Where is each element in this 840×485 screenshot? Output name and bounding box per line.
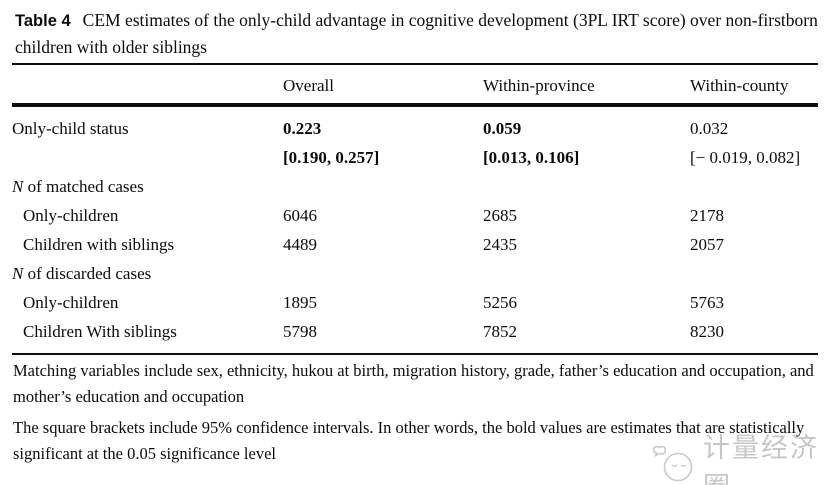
cell-value: 5256 bbox=[483, 293, 517, 312]
cell-value: [0.190, 0.257] bbox=[283, 148, 380, 167]
cell-value bbox=[283, 172, 483, 201]
table-row: N of discarded cases bbox=[12, 259, 818, 288]
table-footnotes: Matching variables include sex, ethnicit… bbox=[13, 358, 833, 472]
caption-label: Table 4 bbox=[15, 12, 71, 30]
row-label: Only-children bbox=[23, 206, 119, 225]
row-label: Children with siblings bbox=[23, 235, 175, 254]
corner-cell bbox=[12, 65, 283, 103]
column-header-overall: Overall bbox=[283, 76, 334, 95]
cell-value bbox=[483, 172, 690, 201]
cell-value: 0.223 bbox=[283, 119, 322, 138]
cell-value: 2057 bbox=[690, 235, 724, 254]
footnote-confidence-intervals: The square brackets include 95% confiden… bbox=[13, 418, 805, 463]
table-row: N of matched cases bbox=[12, 172, 818, 201]
italic-n: N bbox=[12, 177, 24, 196]
cell-value bbox=[283, 259, 483, 288]
cell-value: 0.059 bbox=[483, 119, 522, 138]
cell-value: 1895 bbox=[283, 293, 317, 312]
cell-value: 5798 bbox=[283, 322, 317, 341]
italic-n: N bbox=[12, 264, 24, 283]
footnote-matching-variables: Matching variables include sex, ethnicit… bbox=[13, 361, 814, 406]
table-row: Children with siblings 4489 2435 2057 bbox=[12, 230, 818, 259]
chat-bubble-face-logo-icon bbox=[650, 445, 698, 485]
row-label: Only-child status bbox=[12, 119, 129, 138]
watermark-text: 计量经济圈 bbox=[703, 433, 819, 485]
results-table: Overall Within-province Within-county On… bbox=[12, 63, 818, 355]
cell-value bbox=[690, 259, 818, 288]
table-row: [0.190, 0.257] [0.013, 0.106] [− 0.019, … bbox=[12, 143, 818, 172]
table-header-row: Overall Within-province Within-county bbox=[12, 65, 818, 103]
cell-value bbox=[483, 259, 690, 288]
table-rule-thick bbox=[12, 103, 818, 107]
table-row: Only-children 6046 2685 2178 bbox=[12, 201, 818, 230]
cell-value: 6046 bbox=[283, 206, 317, 225]
row-label bbox=[12, 143, 283, 172]
cell-value: 4489 bbox=[283, 235, 317, 254]
row-label-rest: of discarded cases bbox=[23, 264, 152, 283]
row-label-rest: of matched cases bbox=[23, 177, 144, 196]
table-row: Only-child status 0.223 0.059 0.032 bbox=[12, 114, 818, 143]
table-row: Children With siblings 5798 7852 8230 bbox=[12, 317, 818, 346]
cell-value: 2178 bbox=[690, 206, 724, 225]
cell-value: 2435 bbox=[483, 235, 517, 254]
row-label: N of discarded cases bbox=[12, 259, 283, 288]
cell-value: [− 0.019, 0.082] bbox=[690, 148, 801, 167]
cell-value: 5763 bbox=[690, 293, 724, 312]
cell-value: [0.013, 0.106] bbox=[483, 148, 580, 167]
table-caption: Table 4 CEM estimates of the only-child a… bbox=[15, 7, 831, 60]
cell-value: 2685 bbox=[483, 206, 517, 225]
caption-text: CEM estimates of the only-child advantag… bbox=[15, 10, 818, 57]
column-header-within-province: Within-province bbox=[483, 76, 595, 95]
row-label: Only-children bbox=[23, 293, 119, 312]
cell-value: 0.032 bbox=[690, 119, 729, 138]
row-label: N of matched cases bbox=[12, 172, 283, 201]
cell-value: 8230 bbox=[690, 322, 724, 341]
column-header-within-county: Within-county bbox=[690, 76, 789, 95]
watermark: 计量经济圈 bbox=[650, 426, 840, 485]
cell-value: 7852 bbox=[483, 322, 517, 341]
table-row: Only-children 1895 5256 5763 bbox=[12, 288, 818, 317]
cell-value bbox=[690, 172, 818, 201]
row-label: Children With siblings bbox=[23, 322, 177, 341]
table-body: Only-child status 0.223 0.059 0.032 [0.1… bbox=[12, 107, 818, 355]
